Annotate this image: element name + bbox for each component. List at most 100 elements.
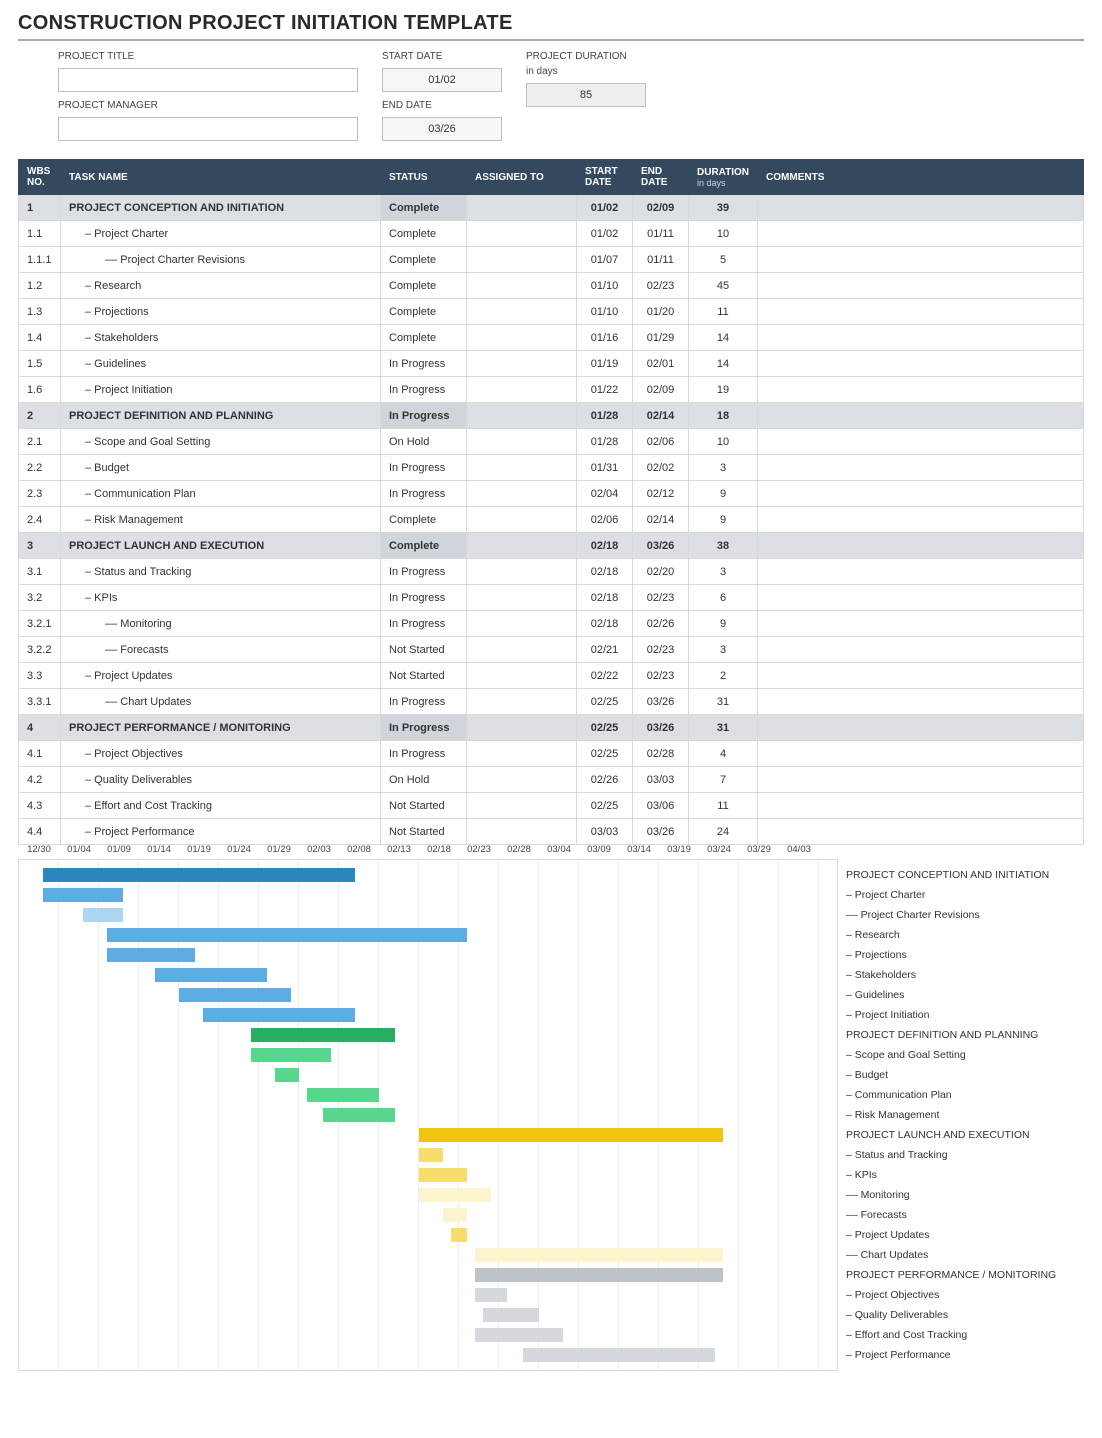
cell-end[interactable]: 02/12	[633, 481, 689, 507]
cell-assigned[interactable]	[467, 299, 577, 325]
cell-assigned[interactable]	[467, 507, 577, 533]
cell-assigned[interactable]	[467, 585, 577, 611]
cell-status[interactable]: On Hold	[381, 767, 467, 793]
cell-start[interactable]: 02/18	[577, 585, 633, 611]
cell-status[interactable]: In Progress	[381, 611, 467, 637]
cell-end[interactable]: 03/06	[633, 793, 689, 819]
cell-status[interactable]: Not Started	[381, 793, 467, 819]
cell-end[interactable]: 02/06	[633, 429, 689, 455]
cell-comments[interactable]	[758, 221, 1084, 247]
cell-comments[interactable]	[758, 637, 1084, 663]
cell-assigned[interactable]	[467, 663, 577, 689]
cell-end[interactable]: 02/20	[633, 559, 689, 585]
cell-status[interactable]: Complete	[381, 195, 467, 221]
cell-comments[interactable]	[758, 429, 1084, 455]
cell-end[interactable]: 02/23	[633, 585, 689, 611]
cell-end[interactable]: 02/23	[633, 637, 689, 663]
cell-comments[interactable]	[758, 507, 1084, 533]
cell-status[interactable]: In Progress	[381, 455, 467, 481]
cell-status[interactable]: Not Started	[381, 663, 467, 689]
cell-end[interactable]: 03/26	[633, 819, 689, 845]
cell-comments[interactable]	[758, 273, 1084, 299]
cell-end[interactable]: 02/14	[633, 507, 689, 533]
cell-comments[interactable]	[758, 377, 1084, 403]
start-date-input[interactable]	[382, 68, 502, 92]
cell-status[interactable]: In Progress	[381, 741, 467, 767]
cell-status[interactable]: Complete	[381, 507, 467, 533]
cell-start[interactable]: 01/10	[577, 273, 633, 299]
cell-assigned[interactable]	[467, 689, 577, 715]
cell-status[interactable]: In Progress	[381, 403, 467, 429]
cell-status[interactable]: Complete	[381, 221, 467, 247]
cell-start[interactable]: 01/02	[577, 221, 633, 247]
cell-assigned[interactable]	[467, 637, 577, 663]
cell-assigned[interactable]	[467, 559, 577, 585]
cell-end[interactable]: 01/11	[633, 247, 689, 273]
cell-assigned[interactable]	[467, 273, 577, 299]
cell-comments[interactable]	[758, 767, 1084, 793]
cell-start[interactable]: 01/07	[577, 247, 633, 273]
cell-comments[interactable]	[758, 247, 1084, 273]
cell-comments[interactable]	[758, 351, 1084, 377]
cell-start[interactable]: 02/25	[577, 741, 633, 767]
cell-start[interactable]: 02/18	[577, 611, 633, 637]
cell-status[interactable]: Not Started	[381, 637, 467, 663]
project-title-input[interactable]	[58, 68, 358, 92]
cell-end[interactable]: 02/09	[633, 195, 689, 221]
cell-start[interactable]: 01/28	[577, 403, 633, 429]
cell-end[interactable]: 01/29	[633, 325, 689, 351]
cell-comments[interactable]	[758, 611, 1084, 637]
cell-end[interactable]: 02/23	[633, 273, 689, 299]
cell-start[interactable]: 01/16	[577, 325, 633, 351]
cell-assigned[interactable]	[467, 377, 577, 403]
cell-comments[interactable]	[758, 403, 1084, 429]
cell-end[interactable]: 03/26	[633, 715, 689, 741]
cell-status[interactable]: Complete	[381, 533, 467, 559]
cell-comments[interactable]	[758, 533, 1084, 559]
cell-assigned[interactable]	[467, 741, 577, 767]
cell-status[interactable]: In Progress	[381, 715, 467, 741]
cell-assigned[interactable]	[467, 221, 577, 247]
cell-start[interactable]: 01/19	[577, 351, 633, 377]
cell-assigned[interactable]	[467, 403, 577, 429]
cell-start[interactable]: 02/18	[577, 533, 633, 559]
cell-start[interactable]: 02/25	[577, 793, 633, 819]
cell-start[interactable]: 02/26	[577, 767, 633, 793]
cell-status[interactable]: On Hold	[381, 429, 467, 455]
cell-start[interactable]: 02/22	[577, 663, 633, 689]
cell-comments[interactable]	[758, 325, 1084, 351]
cell-end[interactable]: 03/26	[633, 689, 689, 715]
cell-comments[interactable]	[758, 559, 1084, 585]
cell-status[interactable]: Complete	[381, 273, 467, 299]
cell-status[interactable]: In Progress	[381, 377, 467, 403]
cell-start[interactable]: 01/28	[577, 429, 633, 455]
cell-end[interactable]: 02/28	[633, 741, 689, 767]
cell-comments[interactable]	[758, 689, 1084, 715]
cell-comments[interactable]	[758, 299, 1084, 325]
cell-assigned[interactable]	[467, 325, 577, 351]
cell-assigned[interactable]	[467, 351, 577, 377]
cell-assigned[interactable]	[467, 429, 577, 455]
cell-end[interactable]: 02/26	[633, 611, 689, 637]
cell-status[interactable]: In Progress	[381, 689, 467, 715]
cell-comments[interactable]	[758, 741, 1084, 767]
cell-start[interactable]: 01/10	[577, 299, 633, 325]
cell-end[interactable]: 02/02	[633, 455, 689, 481]
cell-assigned[interactable]	[467, 247, 577, 273]
cell-status[interactable]: Complete	[381, 299, 467, 325]
cell-start[interactable]: 02/25	[577, 715, 633, 741]
cell-assigned[interactable]	[467, 195, 577, 221]
cell-start[interactable]: 01/22	[577, 377, 633, 403]
cell-start[interactable]: 02/21	[577, 637, 633, 663]
cell-end[interactable]: 02/14	[633, 403, 689, 429]
cell-end[interactable]: 01/20	[633, 299, 689, 325]
cell-start[interactable]: 01/31	[577, 455, 633, 481]
cell-assigned[interactable]	[467, 481, 577, 507]
cell-comments[interactable]	[758, 481, 1084, 507]
cell-assigned[interactable]	[467, 533, 577, 559]
cell-comments[interactable]	[758, 819, 1084, 845]
cell-comments[interactable]	[758, 663, 1084, 689]
cell-assigned[interactable]	[467, 715, 577, 741]
cell-assigned[interactable]	[467, 611, 577, 637]
cell-status[interactable]: Complete	[381, 325, 467, 351]
